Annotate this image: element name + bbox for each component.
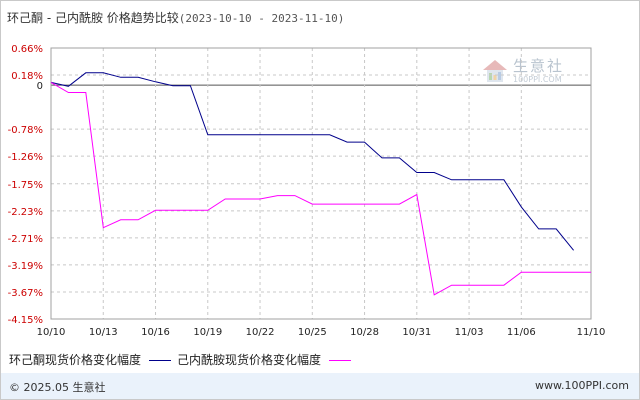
y-tick-label: 0: [37, 81, 43, 92]
x-tick-label: 11/03: [455, 327, 484, 338]
x-tick-label: 10/19: [193, 327, 222, 338]
y-tick-label: -1.75%: [8, 180, 43, 191]
y-tick-label: 0.66%: [11, 44, 43, 55]
y-tick-label: -3.67%: [8, 288, 43, 299]
x-tick-label: 11/10: [577, 327, 606, 338]
series-line-1: [50, 72, 574, 251]
footer-copyright: © 2025.05 生意社: [9, 381, 106, 394]
plot-area: [50, 47, 592, 320]
x-tick-label: 10/16: [141, 327, 170, 338]
chart-date-range: (2023-10-10 - 2023-11-10): [178, 12, 345, 25]
y-tick-label: -0.78%: [8, 125, 43, 136]
chart-title-text: 环己酮 - 己内酰胺 价格趋势比较: [7, 11, 179, 25]
x-tick-label: 10/13: [89, 327, 118, 338]
legend-label-series-1: 环己酮现货价格变化幅度: [9, 353, 142, 367]
line-chart: 0.66% 0.18%0 -0.78% -1.26% -1.75% -2.23% -2.71…: [8, 44, 606, 338]
chart-legend: 环己酮现货价格变化幅度 己内酰胺现货价格变化幅度: [9, 351, 357, 368]
x-tick-label: 11/06: [507, 327, 536, 338]
y-tick-label: -2.71%: [8, 234, 43, 245]
chart-title: 环己酮 - 己内酰胺 价格趋势比较(2023-10-10 - 2023-11-1…: [7, 9, 344, 26]
watermark: 生意社 100PPI.COM: [481, 55, 577, 89]
x-tick-label: 10/31: [402, 327, 431, 338]
house-logo-icon: [483, 60, 507, 82]
y-tick-label: 0.18%: [11, 71, 43, 82]
x-tick-label: 10/22: [246, 327, 275, 338]
x-tick-label: 10/28: [350, 327, 379, 338]
x-tick-label: 10/25: [298, 327, 327, 338]
legend-key-series-2: [329, 360, 352, 361]
y-tick-label: -3.19%: [8, 261, 43, 272]
y-tick-label: -2.23%: [8, 207, 43, 218]
y-tick-label: -1.26%: [8, 152, 43, 163]
legend-label-series-2: 己内酰胺现货价格变化幅度: [177, 353, 322, 367]
footer-bar: © 2025.05 生意社 www.100PPI.com: [1, 373, 639, 399]
footer-site-link[interactable]: www.100PPI.com: [535, 379, 629, 392]
watermark-site: 100PPI.COM: [513, 75, 562, 84]
watermark-name: 生意社: [513, 57, 565, 75]
series-line-2: [50, 81, 591, 296]
x-tick-label: 10/10: [37, 327, 66, 338]
legend-key-series-1: [149, 360, 172, 361]
y-tick-label: -4.15%: [8, 315, 43, 326]
